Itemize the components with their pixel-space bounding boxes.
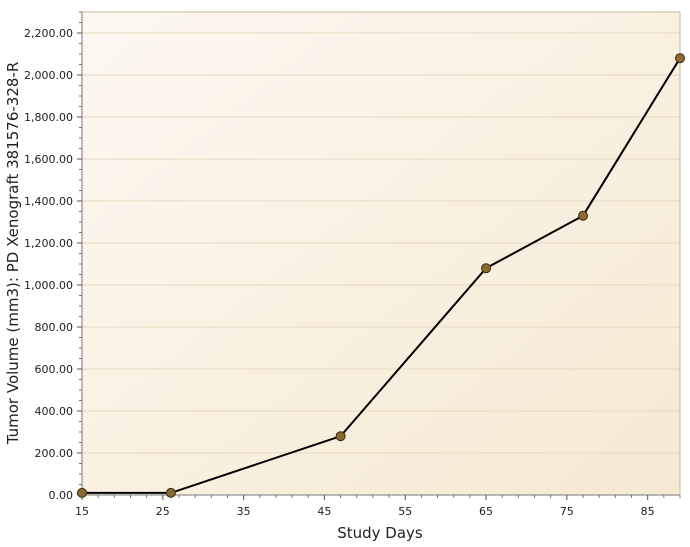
y-axis-title: Tumor Volume (mm3): PD Xenograft 381576-… [4,62,22,446]
plot-area [82,12,680,495]
y-tick-label: 1,400.00 [24,195,73,208]
x-axis-title: Study Days [337,524,423,542]
data-point [675,53,685,64]
y-tick-label: 1,200.00 [24,237,73,250]
x-tick-label: 25 [156,505,170,518]
data-point [77,487,87,498]
y-tick-label: 2,000.00 [24,69,73,82]
x-tick-label: 35 [237,505,251,518]
y-tick-label: 600.00 [35,363,74,376]
data-point [481,263,492,274]
y-tick-label: 0.00 [49,489,74,502]
x-tick-label: 15 [75,505,89,518]
grid-lines [82,32,680,454]
y-tick-label: 800.00 [35,321,74,334]
x-tick-label: 55 [398,505,412,518]
y-tick-label: 2,200.00 [24,27,73,40]
y-tick-label: 1,000.00 [24,279,73,292]
y-tick-label: 200.00 [35,447,74,460]
series-line [82,57,681,494]
series [77,53,685,498]
x-tick-label: 45 [317,505,331,518]
x-ticks: 15 25 35 45 55 65 75 85 [75,495,681,518]
data-point [335,431,346,442]
data-point [578,210,589,221]
data-point [165,487,176,498]
y-tick-label: 1,800.00 [24,111,73,124]
x-tick-label: 75 [560,505,574,518]
y-ticks: 0.00 200.00 400.00 600.00 800.00 1,000.00 1,20… [24,11,82,502]
x-tick-label: 85 [641,505,655,518]
y-tick-label: 1,600.00 [24,153,73,166]
y-tick-label: 400.00 [35,405,74,418]
x-tick-label: 65 [479,505,493,518]
